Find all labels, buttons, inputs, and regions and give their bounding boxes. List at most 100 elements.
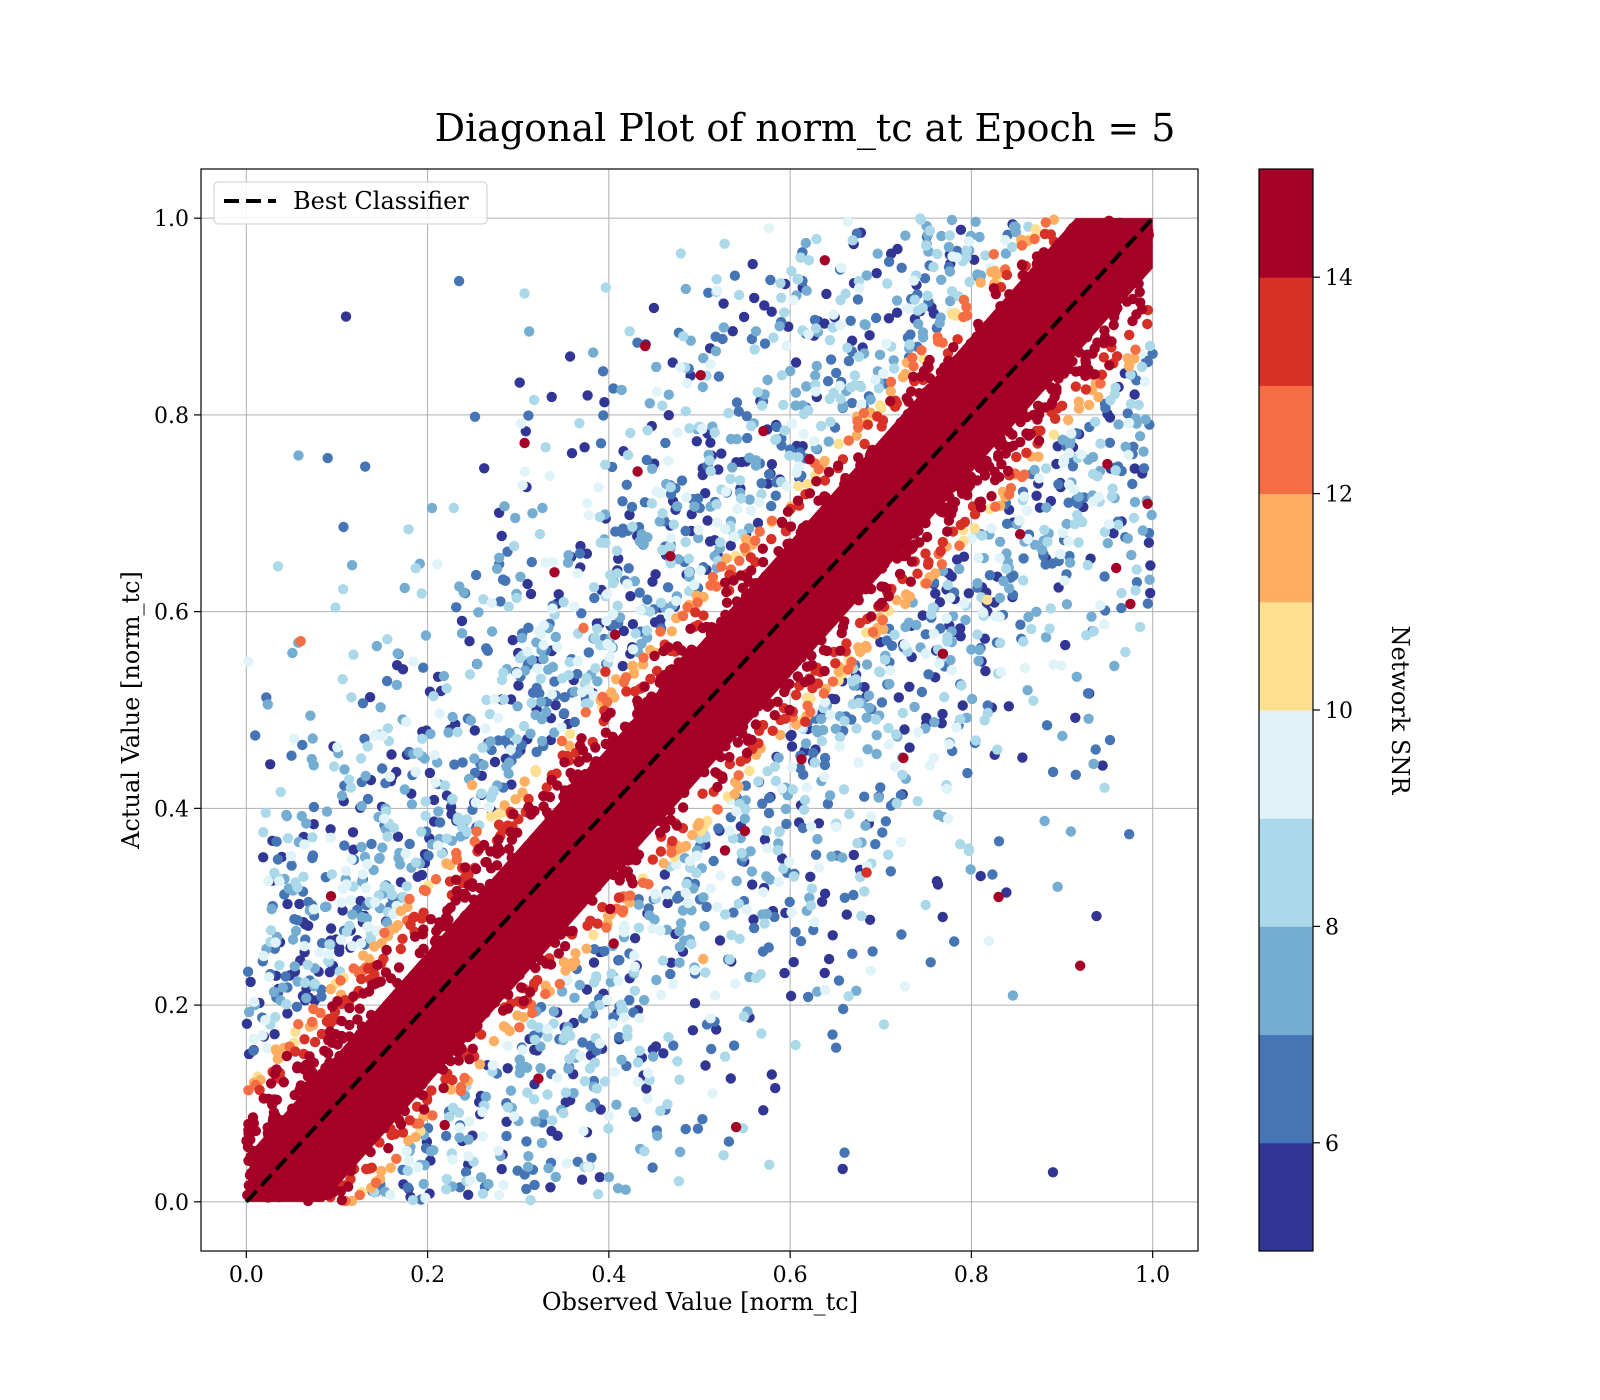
scatter-point: [404, 1115, 415, 1126]
scatter-point: [833, 666, 844, 677]
scatter-point: [428, 794, 440, 806]
scatter-point: [889, 629, 900, 640]
scatter-point: [295, 635, 306, 647]
scatter-point: [1048, 659, 1060, 670]
scatter-point: [998, 575, 1009, 587]
scatter-point: [626, 501, 638, 513]
scatter-point: [572, 655, 583, 667]
scatter-point: [481, 694, 492, 706]
scatter-point: [478, 594, 489, 605]
scatter-point: [355, 753, 367, 764]
scatter-point: [711, 274, 722, 285]
scatter-point: [594, 1172, 605, 1183]
scatter-point: [943, 739, 955, 750]
scatter-point: [497, 574, 509, 585]
scatter-point: [588, 582, 600, 593]
scatter-point: [603, 1110, 614, 1122]
scatter-point: [912, 727, 924, 738]
scatter-point: [966, 693, 978, 705]
scatter-point: [779, 967, 790, 979]
scatter-point: [735, 756, 746, 767]
scatter-point: [523, 1151, 534, 1162]
scatter-point: [591, 1083, 602, 1094]
scatter-point: [547, 1115, 558, 1126]
scatter-point: [493, 1145, 504, 1156]
scatter-point: [993, 891, 1004, 903]
scatter-point: [805, 900, 817, 911]
scatter-point: [718, 322, 729, 333]
scatter-point: [708, 855, 719, 867]
scatter-point: [1028, 695, 1039, 706]
scatter-point: [597, 366, 609, 377]
scatter-point: [785, 365, 796, 377]
scatter-point: [580, 707, 591, 718]
scatter-point: [632, 466, 643, 477]
scatter-point: [1029, 539, 1041, 550]
scatter-point: [864, 914, 876, 925]
scatter-point: [369, 730, 380, 741]
scatter-point: [1001, 518, 1013, 529]
scatter-point: [790, 926, 801, 938]
scatter-point: [820, 984, 831, 996]
scatter-point: [402, 901, 413, 913]
scatter-point: [790, 400, 801, 411]
scatter-point: [879, 654, 891, 665]
scatter-point: [987, 869, 998, 880]
scatter-point: [633, 899, 644, 910]
scatter-point: [360, 882, 371, 893]
scatter-point: [731, 875, 742, 887]
scatter-point: [727, 326, 738, 337]
scatter-point: [725, 1073, 736, 1084]
scatter-point: [925, 957, 936, 968]
scatter-point: [464, 636, 475, 647]
scatter-point: [443, 1111, 455, 1123]
scatter-point: [414, 1118, 425, 1129]
scatter-point: [719, 523, 731, 535]
scatter-point: [731, 806, 742, 817]
scatter-point: [662, 897, 673, 909]
scatter-point: [923, 669, 934, 680]
scatter-point: [689, 579, 700, 591]
scatter-point: [1022, 505, 1033, 516]
scatter-point: [983, 936, 995, 947]
scatter-point: [810, 386, 821, 397]
scatter-point: [1029, 233, 1040, 245]
scatter-point: [508, 808, 519, 820]
scatter-point: [673, 1176, 685, 1187]
scatter-point: [522, 646, 533, 657]
scatter-point: [356, 912, 368, 923]
scatter-point: [1138, 463, 1150, 474]
scatter-point: [292, 882, 303, 893]
scatter-point: [607, 1018, 618, 1030]
scatter-point: [588, 957, 600, 968]
scatter-point: [285, 850, 297, 862]
scatter-point: [1083, 399, 1095, 411]
scatter-point: [719, 1051, 731, 1062]
scatter-point: [401, 1145, 412, 1157]
scatter-point: [502, 1102, 513, 1113]
y-tick-label: 0.6: [154, 601, 189, 626]
scatter-point: [639, 340, 651, 352]
scatter-point: [241, 1018, 253, 1029]
scatter-point: [883, 256, 895, 267]
scatter-point: [579, 1076, 591, 1087]
scatter-point: [832, 460, 844, 471]
scatter-point: [477, 1131, 488, 1142]
scatter-point: [862, 419, 873, 430]
scatter-point: [467, 881, 478, 892]
scatter-point: [898, 752, 909, 764]
scatter-point: [521, 1136, 532, 1147]
scatter-point: [984, 461, 995, 472]
scatter-point: [385, 1189, 396, 1201]
scatter-point: [948, 342, 959, 353]
scatter-point: [943, 241, 955, 253]
scatter-point: [502, 1063, 513, 1074]
scatter-point: [761, 908, 773, 920]
scatter-point: [828, 309, 839, 320]
scatter-point: [382, 831, 393, 842]
scatter-point: [526, 654, 537, 666]
y-axis-ticks: 0.00.20.40.60.81.0: [154, 207, 201, 1216]
scatter-point: [1095, 378, 1106, 389]
scatter-point: [599, 397, 610, 408]
